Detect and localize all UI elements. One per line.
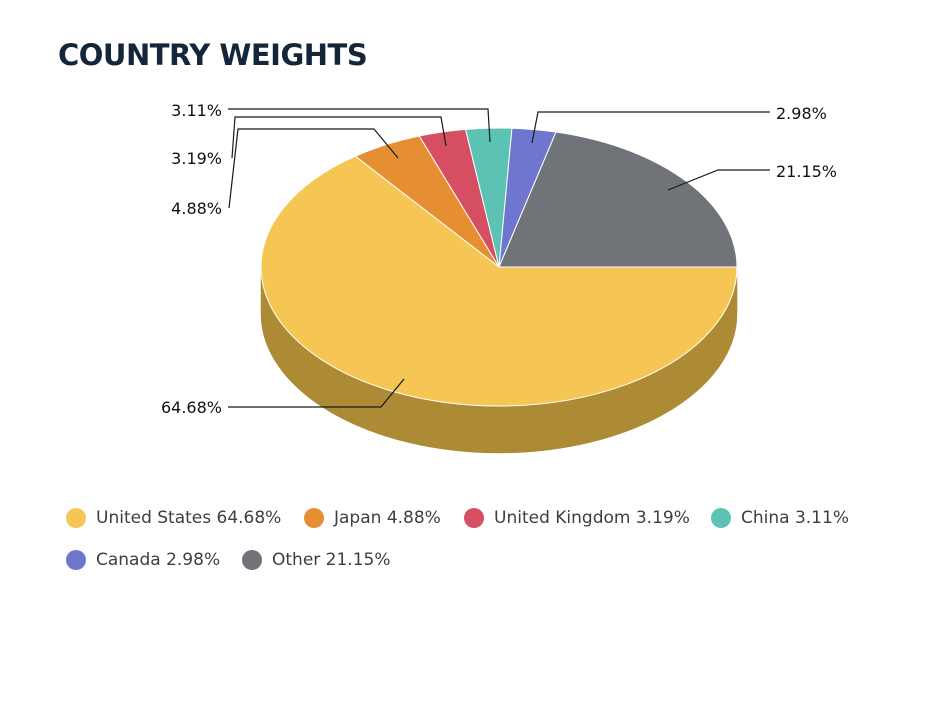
data-label-china: 3.11% xyxy=(171,101,222,120)
pie-chart: 64.68% 4.88% 3.19% 3.11% 2.98% 21.15% xyxy=(161,101,837,454)
legend-item-china[interactable]: China 3.11% xyxy=(711,505,849,531)
legend-label-united-kingdom: United Kingdom 3.19% xyxy=(494,508,690,528)
legend-marker-united-kingdom xyxy=(464,508,484,528)
leader-line-japan xyxy=(228,128,399,209)
legend-item-united-states[interactable]: United States 64.68% xyxy=(66,505,281,531)
legend-marker-other xyxy=(242,550,262,570)
data-label-united-kingdom: 3.19% xyxy=(171,149,222,168)
leader-line-united-states xyxy=(228,378,405,408)
legend-label-other: Other 21.15% xyxy=(272,550,391,570)
data-label-canada: 2.98% xyxy=(776,104,827,123)
legend-item-united-kingdom[interactable]: United Kingdom 3.19% xyxy=(464,505,690,531)
data-label-other: 21.15% xyxy=(776,162,837,181)
legend-label-canada: Canada 2.98% xyxy=(96,550,221,570)
legend-label-china: China 3.11% xyxy=(741,508,849,528)
legend-marker-canada xyxy=(66,550,86,570)
leader-line-united-kingdom xyxy=(231,116,447,159)
legend-marker-united-states xyxy=(66,508,86,528)
legend-marker-japan xyxy=(304,508,324,528)
legend-label-united-states: United States 64.68% xyxy=(96,508,282,528)
chart-title: COUNTRY WEIGHTS xyxy=(58,38,368,72)
legend-item-canada[interactable]: Canada 2.98% xyxy=(66,547,220,573)
legend-item-other[interactable]: Other 21.15% xyxy=(242,547,391,573)
legend-item-japan[interactable]: Japan 4.88% xyxy=(304,505,441,531)
leader-line-other xyxy=(667,169,770,191)
data-label-japan: 4.88% xyxy=(171,199,222,218)
leader-line-china xyxy=(228,108,491,143)
legend-marker-china xyxy=(711,508,731,528)
leader-line-canada xyxy=(531,111,770,144)
legend-label-japan: Japan 4.88% xyxy=(334,508,441,528)
data-label-united-states: 64.68% xyxy=(161,398,222,417)
pie-slice-other[interactable] xyxy=(498,131,738,268)
